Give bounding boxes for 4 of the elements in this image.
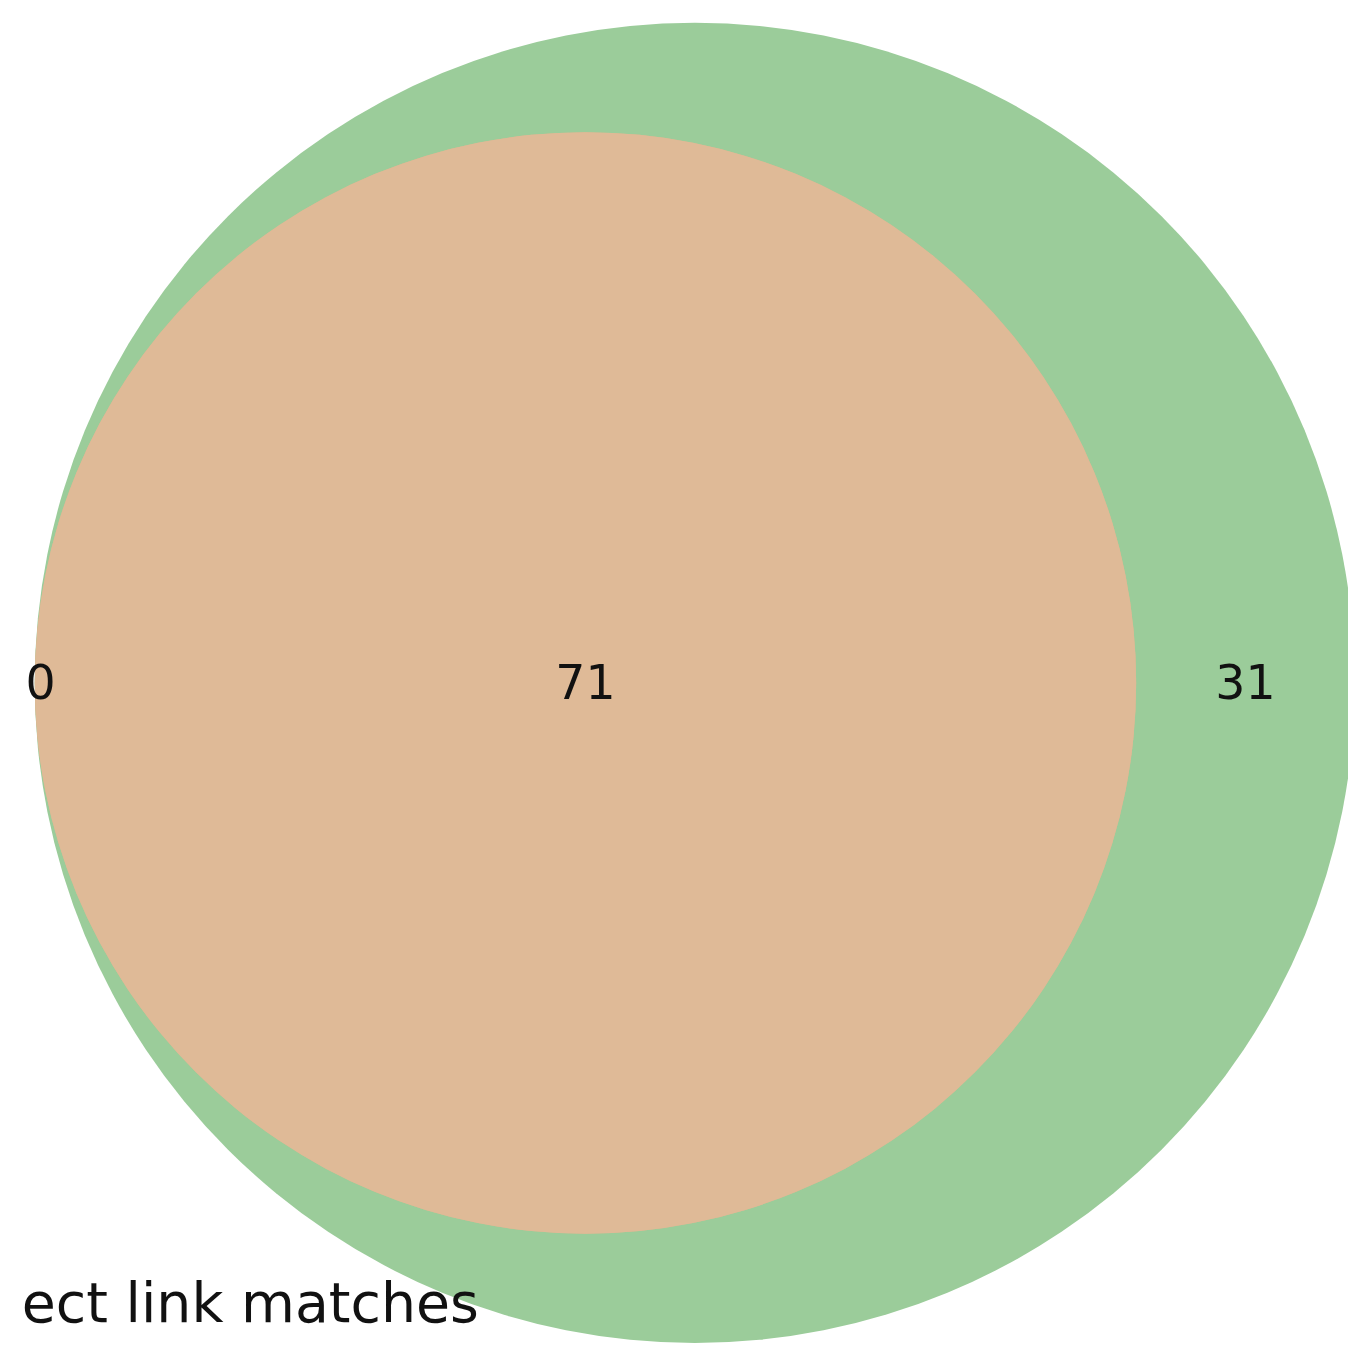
data-label: 71 <box>555 655 616 711</box>
data-label: 0 <box>25 655 56 711</box>
text: ect link matches <box>21 1271 479 1336</box>
data-label: 31 <box>1215 655 1276 711</box>
